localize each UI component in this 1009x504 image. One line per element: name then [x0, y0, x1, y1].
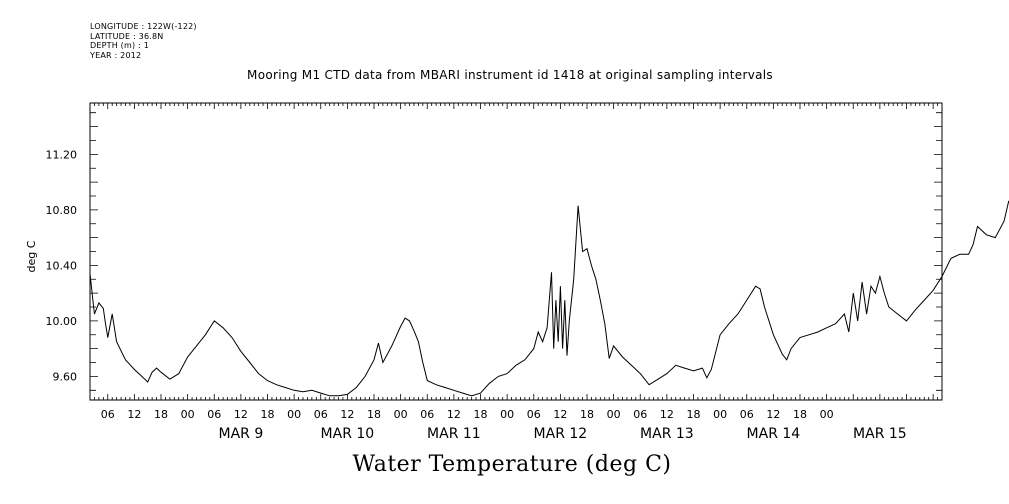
x-tick-label: 00: [394, 408, 408, 421]
x-tick-label: 06: [633, 408, 647, 421]
y-tick-label: 10.40: [46, 259, 78, 272]
station-metadata: LONGITUDE : 122W(-122) LATITUDE : 36.8N …: [90, 22, 197, 60]
x-tick-label: 06: [207, 408, 221, 421]
x-tick-label: 12: [553, 408, 567, 421]
x-tick-label: 00: [820, 408, 834, 421]
y-tick-label: 10.00: [46, 315, 78, 328]
y-tick-label: 11.20: [46, 148, 78, 161]
x-tick-label: 06: [527, 408, 541, 421]
x-day-label: MAR 12: [534, 426, 588, 442]
x-tick-label: 18: [687, 408, 701, 421]
x-tick-label: 06: [101, 408, 115, 421]
x-minor-ticks: [94, 103, 938, 400]
x-tick-label: 00: [181, 408, 195, 421]
x-tick-label: 06: [314, 408, 328, 421]
temperature-series-line: [89, 200, 1009, 397]
x-tick-label: 00: [607, 408, 621, 421]
x-tick-label: 18: [261, 408, 275, 421]
plot-frame: [89, 102, 943, 401]
y-tick-label: 10.80: [46, 204, 78, 217]
x-tick-label: 18: [154, 408, 168, 421]
x-day-label: MAR 14: [747, 426, 801, 442]
x-tick-label: 18: [580, 408, 594, 421]
x-tick-label: 06: [740, 408, 754, 421]
x-tick-label: 18: [793, 408, 807, 421]
x-tick-label: 12: [447, 408, 461, 421]
longitude-label: LONGITUDE : 122W(-122): [90, 22, 197, 31]
chart-title: Mooring M1 CTD data from MBARI instrumen…: [247, 68, 773, 82]
x-day-label: MAR 10: [321, 426, 375, 442]
depth-label: DEPTH (m) : 1: [90, 41, 149, 50]
x-axis-title: Water Temperature (deg C): [352, 452, 672, 477]
x-tick-label: 12: [766, 408, 780, 421]
x-tick-label: 00: [287, 408, 301, 421]
x-tick-label: 12: [660, 408, 674, 421]
x-tick-label: 12: [127, 408, 141, 421]
y-tick-label: 9.60: [53, 370, 78, 383]
x-day-label: MAR 13: [640, 426, 694, 442]
x-day-label: MAR 9: [219, 426, 264, 442]
x-day-label: MAR 15: [853, 426, 907, 442]
latitude-label: LATITUDE : 36.8N: [90, 31, 164, 41]
year-label: YEAR : 2012: [90, 50, 142, 60]
x-tick-label: 18: [474, 408, 488, 421]
x-tick-label: 00: [713, 408, 727, 421]
y-ticks: [90, 112, 942, 391]
x-day-label: MAR 11: [427, 426, 481, 442]
x-tick-label: 12: [234, 408, 248, 421]
x-tick-label: 00: [500, 408, 514, 421]
x-tick-label: 12: [340, 408, 354, 421]
x-tick-label: 18: [367, 408, 381, 421]
x-tick-label: 06: [420, 408, 434, 421]
y-axis-label: deg C: [25, 240, 38, 272]
